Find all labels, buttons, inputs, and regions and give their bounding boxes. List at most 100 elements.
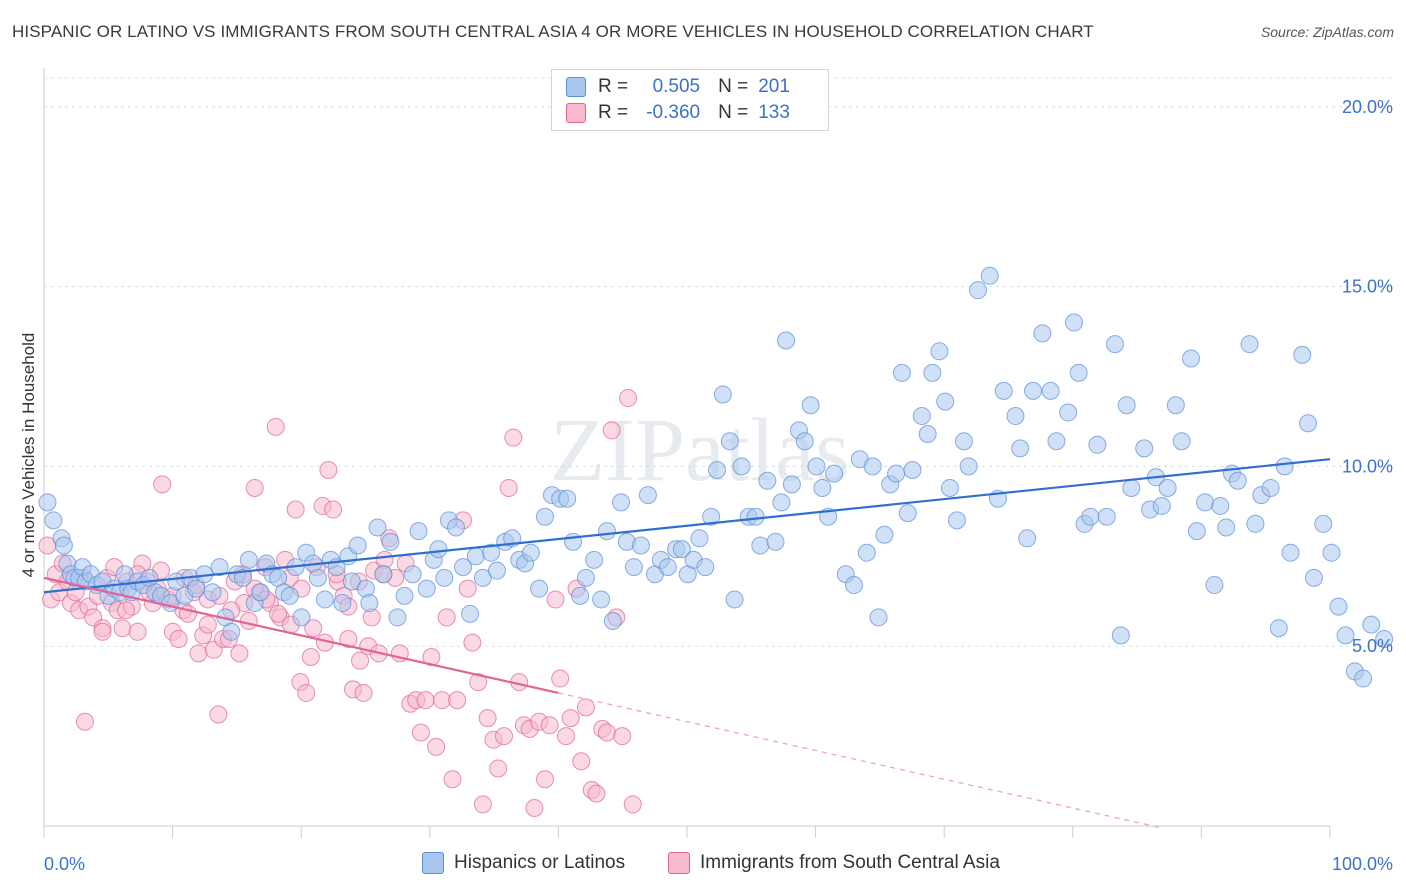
data-point bbox=[844, 576, 863, 595]
data-point bbox=[708, 460, 726, 479]
data-point bbox=[381, 532, 400, 551]
data-point bbox=[720, 432, 739, 451]
data-point bbox=[597, 522, 616, 541]
data-point bbox=[319, 460, 338, 479]
trend-line-south-central-asia bbox=[43, 576, 559, 695]
data-point bbox=[612, 493, 631, 512]
legend-n-label: N = bbox=[718, 102, 749, 123]
data-point bbox=[38, 493, 57, 512]
data-point bbox=[1322, 543, 1341, 562]
data-point bbox=[1047, 432, 1066, 451]
legend-item-hispanics[interactable]: Hispanics or Latinos bbox=[422, 852, 625, 874]
legend-r-label: R = bbox=[598, 76, 629, 97]
data-point bbox=[530, 579, 549, 598]
data-point bbox=[1069, 363, 1088, 382]
data-point bbox=[210, 558, 229, 577]
data-point bbox=[1152, 496, 1171, 515]
data-point bbox=[304, 619, 323, 638]
data-point bbox=[504, 428, 523, 447]
data-point bbox=[592, 590, 611, 609]
data-point bbox=[239, 550, 258, 569]
legend-swatch-pink bbox=[566, 103, 586, 123]
data-point bbox=[473, 568, 492, 587]
data-point bbox=[1196, 493, 1215, 512]
data-point bbox=[374, 565, 393, 584]
legend-r-value: -0.360 bbox=[646, 102, 701, 123]
legend-item-south-central-asia[interactable]: Immigrants from South Central Asia bbox=[668, 852, 1000, 874]
data-point bbox=[857, 543, 876, 562]
data-point bbox=[571, 586, 590, 605]
data-point bbox=[535, 770, 554, 789]
data-point bbox=[432, 691, 451, 710]
data-point bbox=[230, 644, 249, 663]
data-point bbox=[1329, 597, 1348, 616]
legend-row-hispanics: R = 0.505 N = 201 bbox=[566, 74, 790, 100]
data-point bbox=[189, 644, 208, 663]
data-point bbox=[1135, 439, 1154, 458]
data-point bbox=[546, 590, 565, 609]
data-point bbox=[417, 579, 436, 598]
data-point bbox=[898, 504, 917, 523]
legend-swatch-blue bbox=[566, 77, 586, 97]
data-point bbox=[466, 547, 485, 566]
data-point bbox=[1011, 439, 1030, 458]
data-point bbox=[576, 698, 595, 717]
data-point bbox=[1166, 396, 1185, 415]
legend-n-value: 133 bbox=[758, 102, 790, 123]
data-point bbox=[269, 604, 288, 623]
data-point bbox=[1375, 630, 1394, 648]
y-tick-label: 10.0% bbox=[1342, 456, 1393, 476]
data-point bbox=[525, 799, 544, 818]
data-point bbox=[892, 363, 911, 382]
chart-title: HISPANIC OR LATINO VS IMMIGRANTS FROM SO… bbox=[12, 22, 1094, 41]
data-point bbox=[1304, 568, 1323, 587]
data-point bbox=[368, 518, 387, 537]
data-point bbox=[713, 385, 732, 404]
data-point bbox=[324, 500, 343, 519]
legend-r-label: R = bbox=[598, 102, 629, 123]
data-point bbox=[315, 590, 334, 609]
data-point bbox=[266, 417, 285, 436]
data-point bbox=[1275, 457, 1294, 476]
data-point bbox=[672, 540, 691, 559]
data-point bbox=[203, 583, 222, 602]
trend-lines bbox=[43, 458, 1331, 829]
data-point bbox=[658, 558, 677, 577]
data-point bbox=[746, 507, 765, 526]
data-point bbox=[690, 529, 709, 548]
legend-r-value: 0.505 bbox=[652, 76, 701, 97]
data-point bbox=[169, 630, 188, 648]
data-point bbox=[339, 630, 358, 648]
data-point bbox=[777, 331, 796, 350]
data-point bbox=[411, 723, 430, 742]
data-point bbox=[435, 568, 454, 587]
data-point bbox=[403, 565, 422, 584]
y-tick-label: 5.0% bbox=[1352, 636, 1393, 656]
x-tick-label: 100.0% bbox=[1332, 854, 1393, 874]
data-point bbox=[936, 392, 955, 411]
legend-swatch-blue bbox=[422, 852, 444, 874]
correlation-legend: R = 0.505 N = 201 R = -0.360 N = 133 bbox=[551, 69, 829, 131]
data-point bbox=[1211, 496, 1230, 515]
data-point bbox=[409, 522, 428, 541]
legend-row-south-central-asia: R = -0.360 N = 133 bbox=[566, 100, 790, 126]
data-point bbox=[286, 500, 305, 519]
data-point bbox=[251, 583, 270, 602]
data-point bbox=[1105, 335, 1124, 354]
data-point bbox=[1281, 543, 1300, 562]
data-point bbox=[1059, 403, 1078, 422]
data-point bbox=[766, 532, 785, 551]
data-point bbox=[1246, 514, 1265, 533]
axes bbox=[43, 68, 1331, 838]
data-point bbox=[499, 478, 518, 497]
data-point bbox=[429, 540, 448, 559]
data-point bbox=[489, 759, 508, 778]
x-tick-label: 0.0% bbox=[44, 854, 85, 874]
watermark: ZIPatlas bbox=[550, 401, 850, 500]
data-point bbox=[395, 586, 414, 605]
data-point bbox=[613, 727, 632, 746]
data-point bbox=[461, 604, 480, 623]
data-point bbox=[348, 536, 367, 555]
data-point bbox=[1081, 507, 1100, 526]
data-point bbox=[301, 647, 320, 666]
